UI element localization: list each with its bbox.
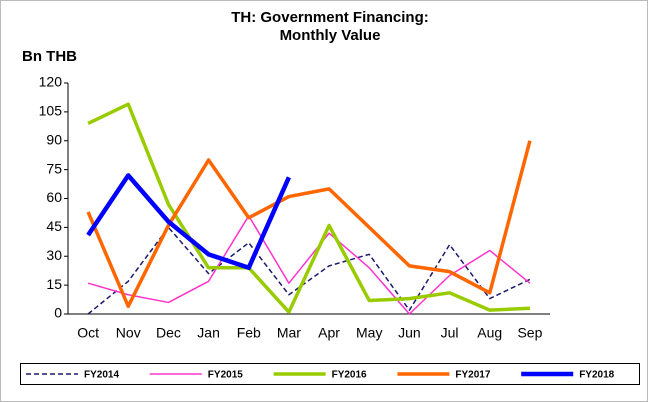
x-tick-label: Aug <box>477 325 502 341</box>
legend-label: FY2017 <box>455 370 490 381</box>
series-line <box>87 215 531 315</box>
legend-label: FY2014 <box>84 370 119 381</box>
series-line <box>87 102 531 314</box>
series-line <box>86 140 532 309</box>
chart-title: Monthly Value <box>280 27 381 44</box>
x-tick-label: Oct <box>77 325 99 341</box>
x-tick-label: Mar <box>277 325 301 341</box>
legend-box <box>20 363 640 385</box>
legend-label: FY2016 <box>332 370 367 381</box>
x-tick-label: Feb <box>237 325 261 341</box>
x-tick-label: Dec <box>156 325 181 341</box>
y-tick-label: 75 <box>46 160 62 176</box>
chart-title: TH: Government Financing: <box>231 9 429 26</box>
y-tick-label: 105 <box>39 103 63 119</box>
legend-label: FY2015 <box>208 370 243 381</box>
x-tick-label: Jan <box>197 325 220 341</box>
x-tick-label: Jul <box>441 325 459 341</box>
y-tick-label: 15 <box>46 276 62 292</box>
x-tick-label: Sep <box>517 325 542 341</box>
y-tick-label: 120 <box>39 74 63 90</box>
x-tick-label: Nov <box>116 325 141 341</box>
y-tick-label: 0 <box>54 305 62 321</box>
x-tick-label: Apr <box>318 325 340 341</box>
y-tick-label: 60 <box>46 189 62 205</box>
y-tick-label: 45 <box>46 218 62 234</box>
y-tick-label: 90 <box>46 131 62 147</box>
x-tick-label: Jun <box>398 325 421 341</box>
x-tick-label: May <box>356 325 382 341</box>
y-tick-label: 30 <box>46 247 62 263</box>
y-axis-label: Bn THB <box>22 48 77 65</box>
legend-label: FY2018 <box>579 370 614 381</box>
series-line <box>86 173 291 271</box>
